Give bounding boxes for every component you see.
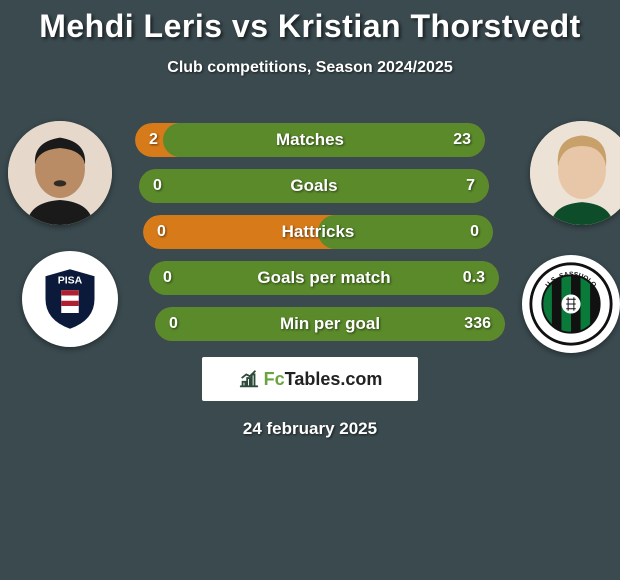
stat-bar-goals: 0 7 Goals — [139, 169, 489, 203]
player-left-photo — [8, 121, 112, 225]
chart-icon — [238, 368, 260, 390]
bar-value-right: 23 — [453, 131, 471, 149]
bar-value-left: 0 — [163, 269, 172, 287]
club-left-badge: PISA — [22, 251, 118, 347]
sassuolo-badge-icon: U.S. SASSUOLO — [528, 261, 614, 347]
stat-bar-hattricks: 0 0 Hattricks — [143, 215, 493, 249]
bar-label: Min per goal — [280, 314, 380, 334]
stat-bar-matches: 2 23 Matches — [135, 123, 485, 157]
player-right-photo — [530, 121, 620, 225]
bar-label: Goals — [290, 176, 337, 196]
bar-value-left: 0 — [153, 177, 162, 195]
bar-value-left: 2 — [149, 131, 158, 149]
stat-bars: 2 23 Matches 0 7 Goals 0 0 Hattricks 0 0.3 Goals pe… — [135, 123, 485, 353]
bar-value-left: 0 — [157, 223, 166, 241]
bar-value-right: 336 — [464, 315, 491, 333]
date-line: 24 february 2025 — [0, 419, 620, 439]
bar-value-right: 0.3 — [463, 269, 485, 287]
brand-prefix: Fc — [264, 369, 285, 389]
svg-text:PISA: PISA — [58, 274, 83, 286]
player-left-avatar-icon — [8, 121, 112, 225]
bar-value-right: 7 — [466, 177, 475, 195]
comparison-card: Mehdi Leris vs Kristian Thorstvedt Club … — [0, 0, 620, 439]
bar-label: Goals per match — [257, 268, 390, 288]
brand-suffix: Tables.com — [285, 369, 383, 389]
pisa-badge-icon: PISA — [35, 264, 105, 334]
bar-label: Matches — [276, 130, 344, 150]
footer-brand[interactable]: FcTables.com — [202, 357, 418, 401]
page-title: Mehdi Leris vs Kristian Thorstvedt — [0, 8, 620, 45]
bar-value-left: 0 — [169, 315, 178, 333]
subtitle: Club competitions, Season 2024/2025 — [0, 59, 620, 77]
player-right-avatar-icon — [530, 121, 620, 225]
stats-area: PISA — [0, 111, 620, 341]
bar-label: Hattricks — [282, 222, 355, 242]
stat-bar-goals-per-match: 0 0.3 Goals per match — [149, 261, 499, 295]
club-right-badge: U.S. SASSUOLO — [522, 255, 620, 353]
stat-bar-min-per-goal: 0 336 Min per goal — [155, 307, 505, 341]
bar-value-right: 0 — [470, 223, 479, 241]
